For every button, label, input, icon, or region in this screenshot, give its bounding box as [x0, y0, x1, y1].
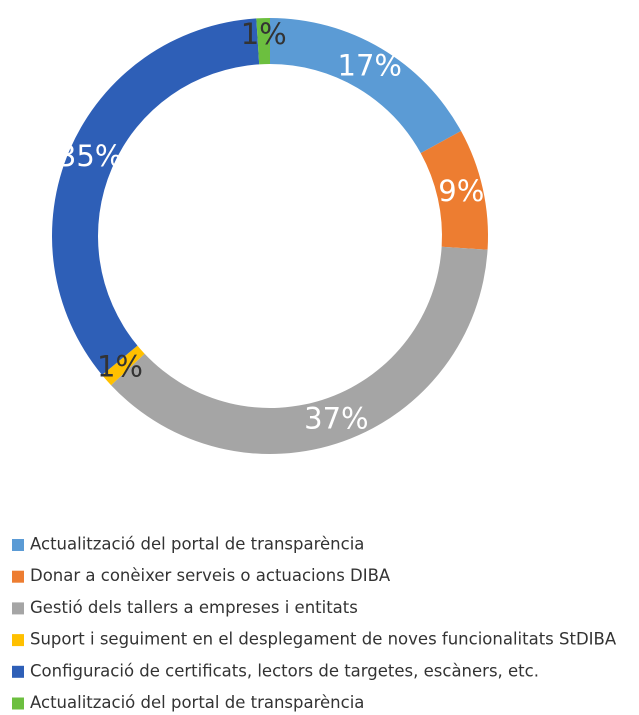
data-label: 17%	[338, 48, 402, 82]
legend-swatch	[12, 570, 24, 583]
donut-segment	[102, 345, 145, 386]
donut-segment	[256, 18, 270, 65]
legend-swatch	[12, 634, 24, 647]
legend-label: Suport i seguiment en el desplegament de…	[30, 630, 617, 649]
data-label: 37%	[304, 401, 368, 435]
donut-segment	[51, 18, 260, 375]
legend-swatch	[12, 665, 24, 678]
legend-swatch	[12, 602, 24, 615]
legend-label: Configuració de certificats, lectors de …	[30, 661, 539, 680]
legend-label: Actualització del portal de transparènci…	[30, 693, 364, 712]
donut-segment	[420, 130, 488, 250]
legend-label: Actualització del portal de transparènci…	[30, 535, 364, 554]
data-label: 35%	[58, 139, 122, 173]
legend-label: Donar a conèixer serveis o actuacions DI…	[30, 566, 391, 585]
data-label: 1%	[97, 349, 143, 383]
legend-label: Gestió dels tallers a empreses i entitat…	[30, 598, 358, 617]
donut-segment	[111, 246, 488, 454]
data-label: 1%	[241, 17, 287, 51]
data-label: 9%	[438, 174, 484, 208]
legend-swatch	[12, 539, 24, 551]
donut-segment	[270, 18, 462, 154]
legend-swatch	[12, 697, 24, 710]
